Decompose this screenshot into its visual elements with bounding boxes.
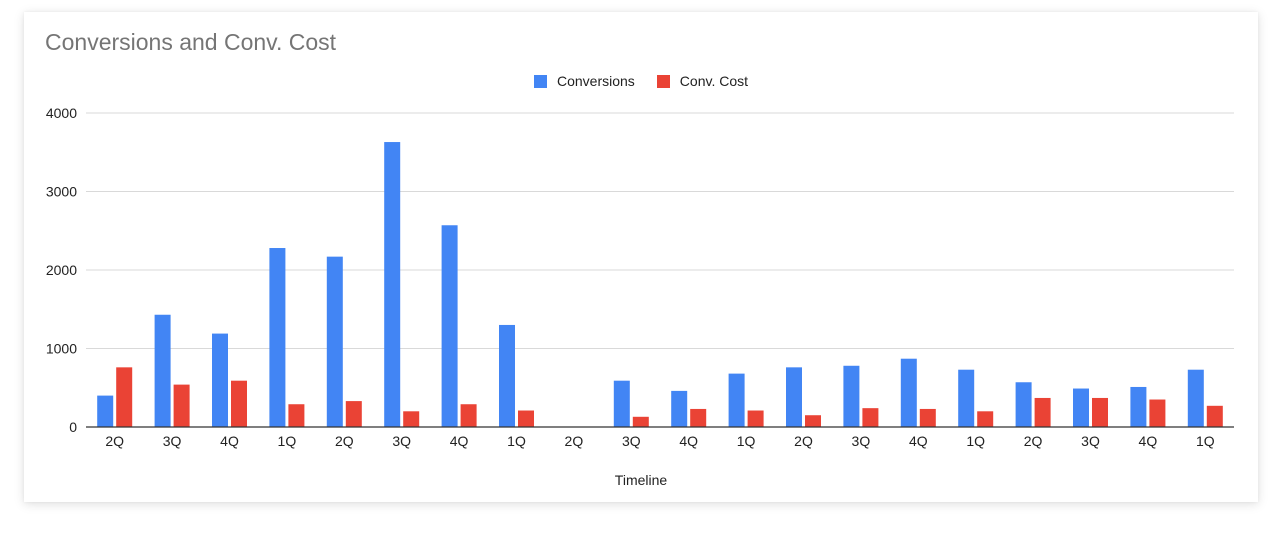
x-axis-title: Timeline [614, 472, 668, 488]
bar-conversions-4 [326, 256, 343, 427]
bar-conversions-15 [958, 369, 975, 427]
bar-conv-cost-2 [231, 380, 247, 427]
x-tick-label-8: 2Q [565, 433, 584, 449]
legend-label-conv-cost: Conv. Cost [679, 73, 749, 89]
bar-conv-cost-5 [403, 411, 420, 427]
x-tick-label-12: 2Q [794, 433, 813, 449]
x-tick-label-14: 4Q [909, 433, 928, 449]
x-tick-label-15: 1Q [966, 433, 985, 449]
y-tick-label-1: 1000 [46, 341, 77, 357]
x-tick-label-0: 2Q [105, 433, 124, 449]
x-tick-label-4: 2Q [335, 433, 354, 449]
x-tick-label-17: 3Q [1081, 433, 1100, 449]
bar-conv-cost-7 [518, 410, 534, 427]
x-tick-label-18: 4Q [1139, 433, 1158, 449]
y-tick-label-3: 3000 [46, 184, 77, 200]
chart-card: Conversions and Conv. Cost Conversions C… [24, 12, 1258, 502]
bar-conversions-2 [212, 333, 228, 427]
y-tick-label-2: 2000 [46, 262, 77, 278]
bar-conversions-17 [1073, 388, 1089, 427]
bar-conv-cost-9 [632, 416, 649, 427]
bar-conversions-19 [1187, 369, 1204, 427]
bar-conversions-3 [269, 248, 286, 427]
bar-conversions-7 [499, 324, 515, 427]
x-tick-label-6: 4Q [450, 433, 469, 449]
bar-conversions-9 [613, 380, 630, 427]
bar-conversions-12 [786, 367, 802, 427]
bar-conversions-10 [671, 390, 688, 427]
bar-conversions-11 [728, 373, 745, 427]
y-tick-label-4: 4000 [46, 105, 77, 121]
chart-title: Conversions and Conv. Cost [45, 29, 337, 55]
y-tick-label-0: 0 [69, 419, 77, 435]
bar-conversions-0 [97, 395, 114, 427]
bar-conv-cost-15 [977, 411, 994, 427]
bar-conv-cost-4 [345, 401, 362, 427]
bar-conversions-18 [1130, 386, 1147, 427]
bar-conv-cost-16 [1034, 397, 1051, 427]
bar-conv-cost-13 [862, 408, 879, 427]
bar-conversions-1 [154, 314, 171, 427]
legend-swatch-conv-cost [656, 74, 670, 88]
x-tick-label-11: 1Q [737, 433, 756, 449]
bar-conversions-13 [843, 365, 860, 427]
bar-conv-cost-10 [690, 408, 707, 427]
bar-conv-cost-11 [747, 410, 764, 427]
bar-conversions-16 [1015, 382, 1032, 427]
bar-conversions-14 [900, 358, 917, 427]
legend-swatch-conversions [533, 74, 547, 88]
x-tick-label-3: 1Q [278, 433, 297, 449]
legend-item-conversions[interactable]: Conversions [533, 73, 635, 89]
bar-conv-cost-6 [460, 404, 477, 427]
bar-conv-cost-18 [1149, 399, 1166, 427]
x-tick-label-19: 1Q [1196, 433, 1215, 449]
legend-label-conversions: Conversions [556, 73, 635, 89]
bar-conversions-5 [384, 142, 401, 428]
bar-conv-cost-19 [1206, 405, 1223, 427]
x-tick-label-5: 3Q [392, 433, 411, 449]
x-tick-label-13: 3Q [852, 433, 871, 449]
legend-item-conv-cost[interactable]: Conv. Cost [656, 73, 749, 89]
bar-conv-cost-0 [116, 367, 133, 427]
bar-conv-cost-1 [173, 384, 190, 427]
bar-conv-cost-14 [919, 408, 936, 427]
bar-conversions-6 [441, 225, 458, 427]
x-tick-label-7: 1Q [507, 433, 526, 449]
bar-conv-cost-12 [805, 415, 821, 427]
chart-legend: Conversions Conv. Cost [24, 73, 1258, 89]
x-tick-label-9: 3Q [622, 433, 641, 449]
x-tick-label-2: 4Q [220, 433, 239, 449]
x-tick-label-10: 4Q [679, 433, 698, 449]
plot-area: 0 1000 2000 3000 4000 2Q 3Q 4Q 1Q 2Q 3Q 4Q 1Q 2Q 3Q 4Q 1… [46, 105, 1234, 449]
x-tick-label-16: 2Q [1024, 433, 1043, 449]
bar-conv-cost-17 [1092, 397, 1108, 427]
x-tick-label-1: 3Q [163, 433, 182, 449]
bar-conv-cost-3 [288, 404, 305, 427]
